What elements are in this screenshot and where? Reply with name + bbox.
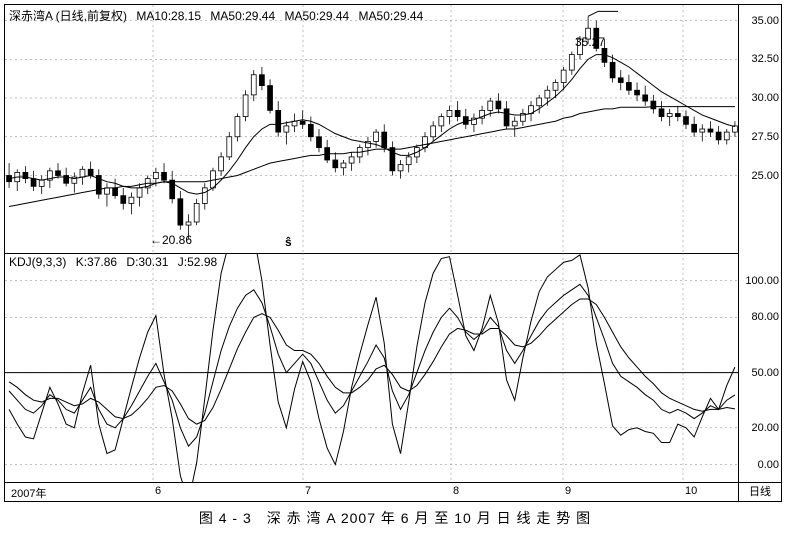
time-tick-label: 9 (565, 485, 571, 497)
price-header: 深赤湾A (日线,前复权) MA10:28.15 MA50:29.44 MA50… (9, 7, 429, 24)
kdj-y-tick: 80.00 (741, 311, 779, 323)
kdj-d-label: D:30.31 (126, 255, 168, 269)
price-y-tick: 32.50 (741, 53, 779, 65)
kdj-k-label: K:37.86 (76, 255, 117, 269)
time-tick-label: 10 (685, 485, 697, 497)
candlestick-svg (5, 5, 739, 253)
price-panel (5, 5, 739, 254)
time-axis: 2007年 6 7 8 9 10 (5, 483, 739, 501)
kdj-header: KDJ(9,3,3) K:37.86 D:30.31 J:52.98 (9, 255, 223, 269)
right-axis-column: 25.00 27.50 30.00 32.50 35.00 0.00 20.00 50.00… (738, 5, 781, 501)
kdj-y-tick: 20.00 (741, 422, 779, 434)
kdj-y-tick: 0.00 (741, 459, 779, 471)
ma10-label: MA10:28.15 (136, 9, 201, 23)
price-y-tick: 35.00 (741, 15, 779, 27)
kdj-y-tick: 100.00 (741, 275, 779, 287)
figure-caption: 图 4 - 3 深 赤 湾 A 2007 年 6 月 至 10 月 日 线 走 … (0, 508, 790, 528)
kdj-svg (5, 253, 739, 483)
kdj-j-label: J:52.98 (178, 255, 217, 269)
time-tick-label: 8 (453, 485, 459, 497)
time-tick-label: 7 (305, 485, 311, 497)
price-y-tick: 25.00 (741, 170, 779, 182)
time-axis-right-label: 日线 (739, 482, 781, 501)
kdj-y-tick: 50.00 (741, 367, 779, 379)
kdj-title: KDJ(9,3,3) (9, 255, 66, 269)
high-annotation: 35.27 (575, 35, 605, 49)
stock-title: 深赤湾A (日线,前复权) (9, 9, 127, 23)
time-tick-label: 6 (155, 485, 161, 497)
ma50b-label: MA50:29.44 (284, 9, 349, 23)
kdj-panel (5, 253, 739, 483)
stock-chart-container: 深赤湾A (日线,前复权) MA10:28.15 MA50:29.44 MA50… (4, 4, 782, 502)
s-marker: ŝ (285, 235, 292, 249)
low-annotation: ←20.86 (150, 233, 192, 247)
ma50c-label: MA50:29.44 (359, 9, 424, 23)
ma50a-label: MA50:29.44 (210, 9, 275, 23)
time-tick-label: 2007年 (11, 485, 46, 501)
price-y-tick: 27.50 (741, 131, 779, 143)
price-y-tick: 30.00 (741, 92, 779, 104)
